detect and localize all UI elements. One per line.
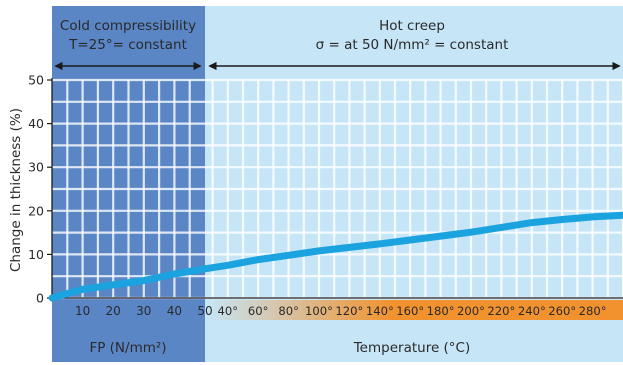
y-tick-label: 10 (28, 247, 44, 262)
hot-x-tick-label: 60° (248, 304, 269, 318)
y-tick-label: 0 (36, 291, 44, 306)
hot-section-subtitle: σ = at 50 N/mm² = constant (316, 37, 509, 53)
hot-x-tick-label: 100° (305, 304, 333, 318)
hot-x-tick-label: 260° (548, 304, 576, 318)
axes (51, 78, 623, 299)
temperature-gradient-bar (205, 300, 623, 320)
hot-x-tick-label: 40° (218, 304, 239, 318)
cold-x-tick-label: 20 (106, 304, 121, 318)
cold-section-subtitle: T=25°= constant (68, 37, 187, 53)
y-tick-label: 40 (28, 116, 44, 131)
cold-x-tick-label: 10 (75, 304, 90, 318)
tick-labels: 0 10 20 30 40 50 10 20 30 40 50 40° 60° 80° 100° 120° 14… (28, 73, 606, 319)
cold-x-tick-label: 50 (197, 304, 212, 318)
hot-x-tick-label: 220° (487, 304, 515, 318)
grid (52, 78, 623, 300)
y-tick-label: 30 (28, 160, 44, 175)
hot-x-tick-label: 80° (278, 304, 299, 318)
hot-x-tick-label: 240° (518, 304, 546, 318)
y-tick-label: 50 (28, 73, 44, 88)
hot-x-tick-label: 160° (396, 304, 424, 318)
cold-section-title: Cold compressibility (60, 18, 196, 34)
hot-x-tick-label: 280° (579, 304, 607, 318)
series-line (48, 211, 623, 302)
hot-x-tick-label: 120° (335, 304, 363, 318)
hot-section-title: Hot creep (379, 18, 445, 34)
hot-x-tick-label: 180° (427, 304, 455, 318)
cold-x-axis-label: FP (N/mm²) (89, 340, 166, 356)
y-tick-label: 20 (28, 203, 44, 218)
hot-x-tick-label: 200° (457, 304, 485, 318)
hot-x-tick-label: 140° (366, 304, 394, 318)
hot-x-axis-label: Temperature (°C) (353, 340, 471, 356)
y-axis-label: Change in thickness (%) (8, 108, 24, 272)
cold-x-tick-label: 40 (167, 304, 182, 318)
cold-x-tick-label: 30 (136, 304, 151, 318)
